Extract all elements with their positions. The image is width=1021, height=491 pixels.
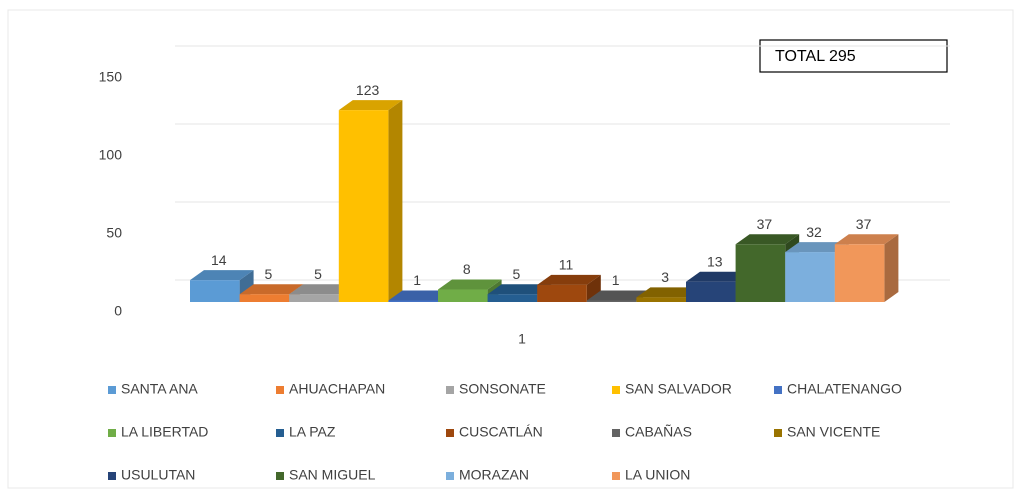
legend-label: LA LIBERTAD [121, 424, 208, 440]
legend-label: SANTA ANA [121, 381, 198, 397]
bar-top [438, 279, 502, 290]
bar [289, 294, 339, 302]
value-label: 123 [356, 82, 380, 98]
legend-swatch [108, 429, 116, 437]
bar-top [537, 274, 601, 285]
legend-label: SAN SALVADOR [625, 381, 732, 397]
annotation: TOTAL 295 [775, 48, 856, 65]
bar [686, 281, 736, 302]
legend-swatch [276, 429, 284, 437]
value-label: 1 [413, 272, 421, 288]
value-label: 37 [856, 216, 872, 232]
bar-side [586, 274, 601, 302]
value-label: 32 [806, 224, 822, 240]
bar [834, 244, 885, 302]
bar-top [834, 234, 899, 245]
bar-side [388, 100, 403, 303]
bar-top [686, 271, 750, 282]
legend-swatch [612, 386, 620, 394]
legend-swatch [774, 386, 782, 394]
bar [438, 289, 488, 302]
bar-top [338, 100, 403, 111]
legend-label: CUSCATLÁN [459, 424, 543, 440]
value-label: 14 [211, 252, 227, 268]
value-label: 3 [661, 269, 669, 285]
bar [735, 244, 786, 302]
legend-swatch [108, 386, 116, 394]
legend-swatch [774, 429, 782, 437]
bar [537, 284, 587, 302]
legend-label: SONSONATE [459, 381, 546, 397]
bar-top [388, 290, 452, 301]
legend-swatch [446, 386, 454, 394]
bar-top [487, 284, 552, 295]
value-label: 5 [314, 266, 322, 282]
legend-swatch [446, 429, 454, 437]
legend-swatch [276, 472, 284, 480]
legend-label: LA UNION [625, 467, 690, 483]
legend-swatch [612, 429, 620, 437]
y-tick-label: 150 [99, 69, 123, 85]
bar [239, 294, 290, 302]
value-label: 13 [707, 253, 723, 269]
bar [338, 110, 389, 303]
bar-top [586, 290, 651, 301]
bar [190, 280, 240, 302]
legend-label: LA PAZ [289, 424, 336, 440]
value-label: 37 [757, 216, 773, 232]
legend-label: CABAÑAS [625, 424, 692, 440]
legend-label: SAN VICENTE [787, 424, 880, 440]
bar-top [636, 287, 700, 298]
value-label: 11 [559, 257, 574, 273]
y-tick-label: 100 [99, 147, 123, 163]
bar [388, 300, 438, 302]
legend-swatch [612, 472, 620, 480]
legend-label: USULUTAN [121, 467, 195, 483]
legend-swatch [446, 472, 454, 480]
legend-label: CHALATENANGO [787, 381, 902, 397]
legend-label: MORAZAN [459, 467, 529, 483]
bar-top [289, 284, 353, 295]
bar [487, 294, 538, 302]
legend-label: SAN MIGUEL [289, 467, 376, 483]
annotation-box [759, 39, 948, 73]
legend-swatch [276, 386, 284, 394]
x-tick-label: 1 [518, 331, 526, 347]
y-tick-label: 50 [106, 225, 122, 241]
bar-top [785, 242, 849, 253]
bar [785, 252, 835, 302]
legend-label: AHUACHAPAN [289, 381, 385, 397]
value-label: 5 [513, 266, 521, 282]
y-tick-label: 0 [114, 303, 122, 319]
bar-top [735, 234, 800, 245]
bar-side [884, 234, 899, 302]
value-label: 1 [612, 272, 620, 288]
bar [636, 297, 686, 302]
value-label: 5 [265, 266, 273, 282]
value-label: 8 [463, 261, 471, 277]
legend-swatch [108, 472, 116, 480]
bar-top [190, 270, 254, 281]
bar-top [239, 284, 304, 295]
bar [586, 300, 637, 302]
